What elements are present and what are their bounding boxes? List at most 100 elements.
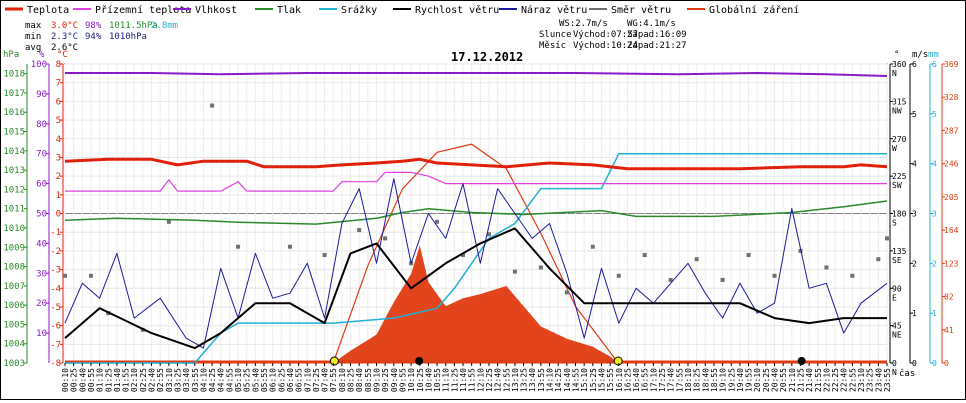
sun-marker xyxy=(329,356,339,366)
x-tick-label: 13:40 xyxy=(528,368,537,392)
x-tick-label: 21:10 xyxy=(788,368,797,392)
x-tick-label: 12:25 xyxy=(485,368,494,392)
moonrise-info: Východ:10:24 xyxy=(573,41,638,51)
legend-item-wind-direction: Směr větru xyxy=(589,4,671,16)
wind-speed-tick-label: 4 xyxy=(912,160,917,169)
wind-direction-point xyxy=(772,273,777,278)
x-tick-label: 19:40 xyxy=(736,368,745,392)
pressure-tick-label: 1015 xyxy=(3,128,25,138)
temperature-tick-label: 1 xyxy=(56,191,61,201)
series-prizemni-teplota xyxy=(65,171,887,192)
wind-direction-tick-label: NW xyxy=(892,106,902,115)
radiation-tick-label: 164 xyxy=(944,226,959,235)
wind-direction-point xyxy=(236,244,241,249)
sun-label: Slunce xyxy=(539,30,572,40)
wind-direction-point xyxy=(88,273,93,278)
temperature-tick-label: -7 xyxy=(50,340,61,350)
unit-time: čas xyxy=(899,368,915,379)
x-tick-label: 23:25 xyxy=(866,368,875,392)
humidity-tick-label: 70 xyxy=(36,150,47,160)
wind-direction-tick-label: 225 xyxy=(892,172,907,181)
x-tick-label: 04:40 xyxy=(217,368,226,392)
stats-avg-label: avg xyxy=(25,43,41,53)
x-tick-label: 16:10 xyxy=(615,368,624,392)
astro-info: WS:2.7m/s WG:4.1m/s Slunce Východ:07:57 … xyxy=(539,19,687,51)
stats-block: max 3.0°C 98% 1011.5hPa 2.8mm min 2.3°C … xyxy=(25,21,178,53)
x-tick-label: 23:10 xyxy=(857,368,866,392)
series-naraz-vetru xyxy=(64,178,888,349)
x-tick-label: 08:40 xyxy=(355,368,364,392)
x-tick-label: 13:55 xyxy=(537,368,546,392)
wind-direction-point xyxy=(486,232,491,237)
temperature-tick-label: -6 xyxy=(50,322,61,332)
x-tick-label: 09:55 xyxy=(398,368,407,392)
x-tick-label: 19:25 xyxy=(727,368,736,392)
x-tick-label: 01:55 xyxy=(122,368,131,392)
wind-direction-tick-label: NE xyxy=(892,331,902,340)
x-tick-label: 07:25 xyxy=(312,368,321,392)
x-tick-label: 05:55 xyxy=(260,368,269,392)
wind-direction-tick-label: SW xyxy=(892,181,902,190)
wind-direction-point xyxy=(642,253,647,258)
series-srazky xyxy=(65,152,887,364)
pressure-tick-label: 1018 xyxy=(3,70,25,80)
wind-direction-point xyxy=(824,265,829,270)
series-tlak xyxy=(64,200,888,225)
radiation-tick-label: 369 xyxy=(944,60,959,69)
wind-direction-point xyxy=(538,265,543,270)
wind-direction-point xyxy=(166,219,171,224)
moon-marker xyxy=(797,357,806,365)
unit-pressure: hPa xyxy=(3,50,19,60)
x-tick-label: 11:10 xyxy=(442,368,451,392)
humidity-tick-label: 20 xyxy=(36,299,47,309)
wind-speed-tick-label: 3 xyxy=(912,210,917,219)
x-tick-label: 04:55 xyxy=(225,368,234,392)
pressure-tick-label: 1007 xyxy=(3,282,25,292)
wind-direction-tick-label: E xyxy=(892,293,897,302)
x-tick-label: 01:40 xyxy=(113,368,122,392)
stats-min-pressure: 1010hPa xyxy=(109,32,147,42)
moonset-info: Západ:21:27 xyxy=(627,41,687,51)
wind-direction-tick-label: S xyxy=(892,219,897,228)
x-tick-label: 10:10 xyxy=(407,368,416,392)
legend-label-wind-speed: Rychlost větru xyxy=(415,4,499,16)
wind-direction-point xyxy=(746,253,751,258)
temperature-tick-label: -1 xyxy=(50,228,61,238)
wind-direction-point xyxy=(322,253,327,258)
wind-direction-point xyxy=(694,257,699,262)
pressure-tick-label: 1006 xyxy=(3,301,25,311)
wind-direction-point xyxy=(876,257,881,262)
humidity-tick-label: 100 xyxy=(31,60,47,70)
chart-date-title: 17.12.2012 xyxy=(451,50,523,64)
x-tick-label: 10:55 xyxy=(433,368,442,392)
pressure-tick-label: 1004 xyxy=(3,340,25,350)
series-vlhkost xyxy=(65,72,888,77)
stats-max-temp: 3.0°C xyxy=(51,21,78,31)
x-tick-label: 14:10 xyxy=(546,368,555,392)
temperature-tick-label: 4 xyxy=(56,135,61,145)
x-tick-label: 14:40 xyxy=(563,368,572,392)
x-tick-label: 03:55 xyxy=(191,368,200,392)
unit-precip: mm xyxy=(928,50,939,60)
legend-item-solar-radiation: Globální záření xyxy=(687,4,799,16)
radiation-tick-label: 328 xyxy=(944,93,959,102)
wind-direction-point xyxy=(210,103,215,108)
x-tick-label: 20:25 xyxy=(762,368,771,392)
x-tick-label: 06:25 xyxy=(277,368,286,392)
x-tick-label: 02:25 xyxy=(139,368,148,392)
x-tick-label: 03:10 xyxy=(165,368,174,392)
x-tick-label: 22:25 xyxy=(831,368,840,392)
x-tick-label: 17:55 xyxy=(675,368,684,392)
temperature-tick-label: 8 xyxy=(56,60,61,70)
x-tick-label: 02:40 xyxy=(148,368,157,392)
temperature-tick-label: -3 xyxy=(50,266,61,276)
legend-item-feels-like: Přízemní teplota xyxy=(73,4,191,16)
pressure-tick-label: 1016 xyxy=(3,108,25,118)
humidity-tick-label: 60 xyxy=(36,180,47,190)
humidity-tick-label: 50 xyxy=(36,210,47,220)
x-tick-label: 12:10 xyxy=(476,368,485,392)
pressure-tick-label: 1014 xyxy=(3,147,25,157)
x-tick-label: 15:55 xyxy=(606,368,615,392)
temperature-tick-label: 5 xyxy=(56,116,61,126)
